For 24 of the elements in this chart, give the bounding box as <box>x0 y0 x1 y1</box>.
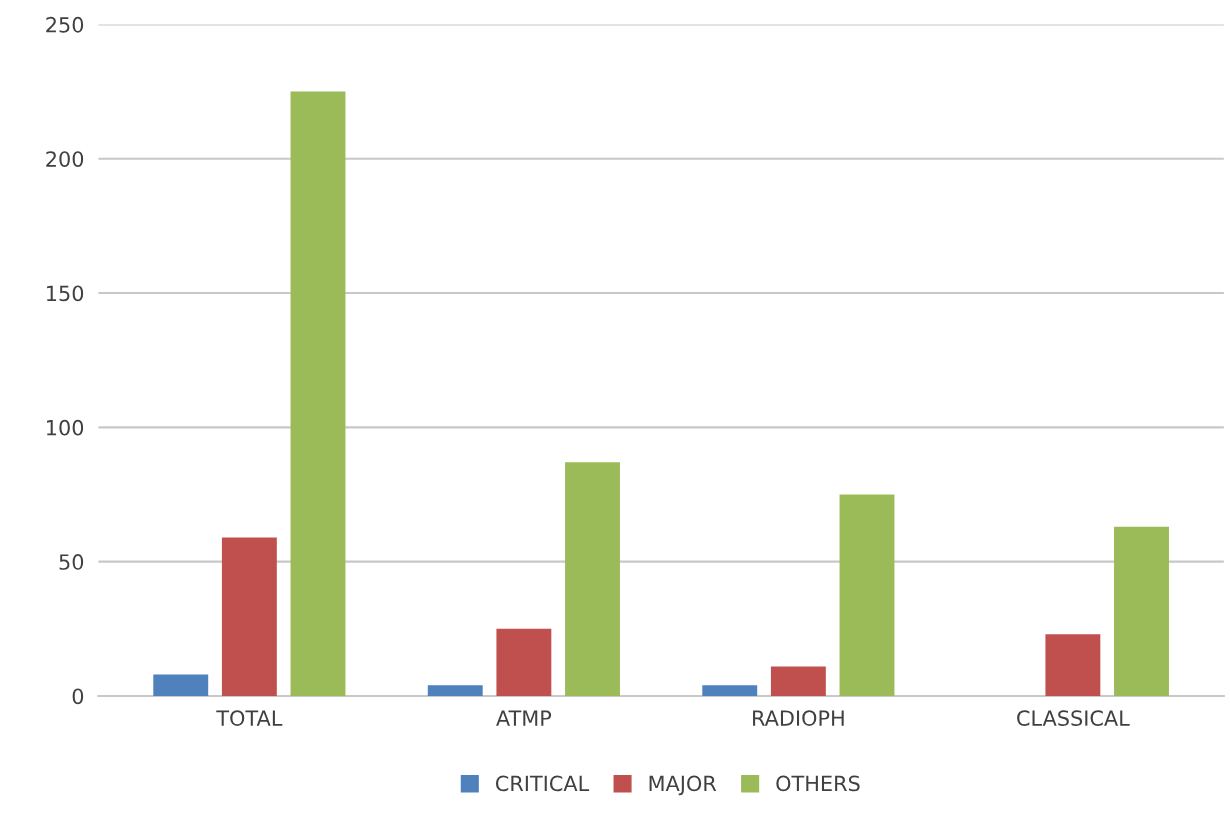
y-tick-label: 150 <box>47 285 84 302</box>
bar <box>839 494 895 696</box>
legend-label: MAJOR <box>649 775 717 796</box>
bar <box>427 685 483 696</box>
y-tick-label: 0 <box>72 688 84 705</box>
bar <box>221 537 277 696</box>
bar <box>1114 526 1169 696</box>
bar <box>290 91 346 696</box>
x-tick-label: RADIOPH <box>753 710 844 726</box>
y-tick-label: 200 <box>46 151 84 167</box>
legend-label: OTHERS <box>776 775 860 792</box>
y-tick-label: 250 <box>46 16 84 33</box>
bar <box>565 462 620 696</box>
x-tick-label: ATMP <box>496 710 552 726</box>
x-tick-label: CLASSICAL <box>1017 710 1130 726</box>
bar <box>1045 634 1101 696</box>
x-tick-label: TOTAL <box>216 710 283 726</box>
y-tick-label: 100 <box>47 419 84 436</box>
bar <box>702 685 758 696</box>
legend-label: CRITICAL <box>495 775 590 792</box>
bar <box>496 628 552 696</box>
bar <box>770 666 826 696</box>
y-tick-label: 50 <box>59 554 84 570</box>
bar <box>153 674 209 696</box>
